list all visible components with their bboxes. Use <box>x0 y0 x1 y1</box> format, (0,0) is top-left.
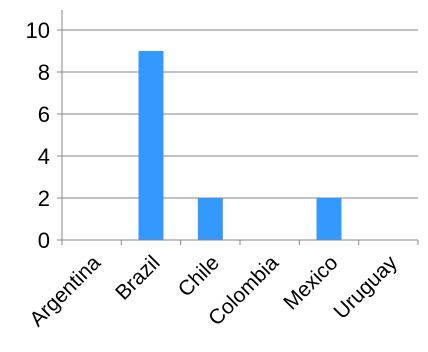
x-tick-labels: Argentina Brazil ChileColombiaMexicoUrugua… <box>25 251 402 331</box>
x-tick-label-uruguay: Uruguay <box>329 251 402 324</box>
bar-chile <box>197 198 223 240</box>
x-tick-label-argentina: Argentina <box>25 251 105 331</box>
y-tick-label: 2 <box>38 186 50 211</box>
gridlines <box>62 29 418 199</box>
y-tick-label: 6 <box>38 102 50 127</box>
bar-brazil <box>138 51 164 240</box>
y-tick-label: 4 <box>38 144 50 169</box>
x-tick-label-chile: Chile <box>174 251 224 301</box>
y-tick-label: 8 <box>38 60 50 85</box>
y-tick-label: 0 <box>38 228 50 253</box>
x-tick-label-brazil: Brazil <box>111 251 164 304</box>
axes <box>57 10 419 245</box>
y-tick-labels: 0 2 4 6 8 10 <box>26 18 50 253</box>
bar-mexico <box>316 198 342 240</box>
y-tick-label: 10 <box>26 18 50 43</box>
bars <box>138 51 342 240</box>
